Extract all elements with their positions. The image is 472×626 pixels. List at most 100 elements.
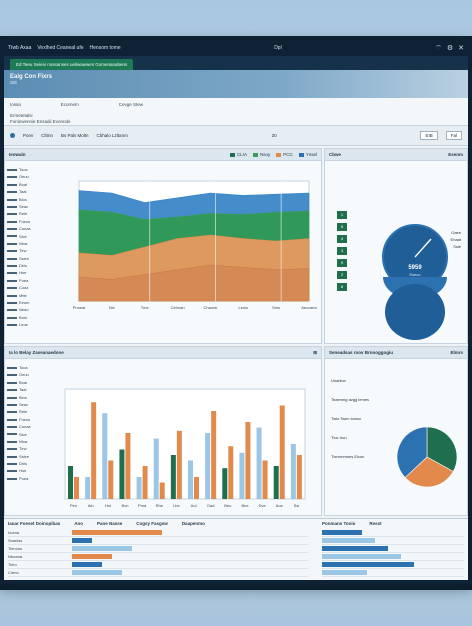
table-bar bbox=[322, 546, 388, 551]
filter-icon[interactable] bbox=[10, 133, 15, 138]
row-label[interactable]: Mtte bbox=[7, 293, 45, 300]
row-label[interactable]: Boai bbox=[7, 182, 45, 189]
row-label[interactable]: Fneos bbox=[7, 417, 45, 424]
table-row-right[interactable] bbox=[322, 553, 464, 561]
row-label[interactable]: Boai bbox=[7, 380, 45, 387]
subheader: Iossa Ecornem Cevge Stew Ermetetalsi Fon… bbox=[4, 98, 468, 126]
row-label[interactable]: Rele bbox=[7, 211, 45, 218]
pie-chart-panel: Seneadsas roov Brnooggogiu Elmrs Unarlio… bbox=[324, 346, 468, 516]
bar bbox=[68, 466, 73, 499]
filter-item[interactable]: Ponv bbox=[23, 133, 34, 138]
subhead-middle[interactable]: Ecornem bbox=[60, 102, 79, 107]
bar bbox=[159, 482, 165, 499]
panel-title: Cbwe bbox=[329, 152, 342, 157]
filter-item[interactable]: Cbhalo Lzltanm bbox=[96, 133, 128, 138]
row-label[interactable]: Taal bbox=[7, 387, 45, 394]
row-label[interactable]: Nhar bbox=[7, 439, 45, 446]
row-label[interactable]: Slce bbox=[7, 432, 45, 439]
row-label[interactable]: Seac bbox=[7, 204, 45, 211]
window-tab2-title[interactable]: Hensom tome bbox=[89, 45, 121, 51]
row-label[interactable]: Rele bbox=[7, 409, 45, 416]
table-row-right[interactable] bbox=[322, 545, 464, 553]
table-row[interactable]: Toiro bbox=[8, 561, 308, 569]
kpi-box[interactable]: 4 bbox=[337, 235, 347, 243]
row-label[interactable]: Hoe bbox=[7, 468, 45, 475]
gauge-unit: Eseco bbox=[409, 272, 421, 277]
settings-icon[interactable]: ⚙ bbox=[446, 44, 454, 52]
row-label[interactable]: Tlrw bbox=[7, 446, 45, 453]
filter-item[interactable]: Cltmn bbox=[41, 133, 54, 138]
subhead-right[interactable]: Cevge Stew bbox=[118, 102, 144, 107]
table-bar bbox=[72, 530, 162, 535]
area-series-3 bbox=[78, 264, 310, 302]
kpi-box[interactable]: 9 bbox=[337, 259, 347, 267]
bar bbox=[296, 455, 302, 499]
table-bar bbox=[322, 538, 375, 543]
row-label[interactable]: Puea bbox=[7, 278, 45, 285]
tab-strip: Ed Teeu Seieiv nossanses ueliwawwes Gome… bbox=[4, 56, 468, 70]
plot-area bbox=[64, 388, 306, 500]
row-label[interactable]: Dhis bbox=[7, 461, 45, 468]
row-label[interactable]: Leoe bbox=[7, 322, 45, 329]
area-chart: Pnoeal Nlv Tme Cehnan Chaonk Lesiu Sms Aeoosim bbox=[73, 180, 317, 310]
tab-active[interactable]: Ed Teeu Seieiv nossanses ueliwawwes Gome… bbox=[10, 59, 134, 70]
kpi-box[interactable]: 8 bbox=[337, 283, 347, 291]
close-icon[interactable]: ✕ bbox=[458, 44, 464, 52]
table-row[interactable]: Tienons bbox=[8, 545, 308, 553]
x-tick-label: Bne bbox=[241, 503, 249, 508]
bar bbox=[91, 402, 97, 499]
row-label[interactable]: Cunas bbox=[7, 424, 45, 431]
row-label[interactable]: Cunas bbox=[7, 226, 45, 233]
gauge-labels: Gaee Ehaat Ssie bbox=[451, 229, 461, 250]
filter-item[interactable]: Bs Pals Moltn bbox=[61, 133, 89, 138]
row-label[interactable]: Eeum bbox=[7, 300, 45, 307]
row-label[interactable]: Toca bbox=[7, 167, 45, 174]
row-label[interactable]: Slce bbox=[7, 234, 45, 241]
row-label[interactable]: Tlrw bbox=[7, 248, 45, 255]
row-label[interactable]: Puea bbox=[7, 476, 45, 483]
row-label[interactable]: Nhar bbox=[7, 241, 45, 248]
table-bar bbox=[72, 546, 132, 551]
row-label[interactable]: Hoe bbox=[7, 270, 45, 277]
table-row[interactable]: Snaniss bbox=[8, 537, 308, 545]
row-label[interactable]: Oeuu bbox=[7, 174, 45, 181]
filter-button[interactable]: Fal bbox=[445, 131, 462, 140]
taskbar bbox=[0, 584, 472, 590]
row-label[interactable]: Ssiee bbox=[7, 256, 45, 263]
row-label[interactable]: Neao bbox=[7, 307, 45, 314]
row-label[interactable]: Blos bbox=[7, 197, 45, 204]
pie-legend: Elmrs bbox=[450, 350, 463, 355]
row-label[interactable]: Blos bbox=[7, 395, 45, 402]
subhead-left[interactable]: Iossa bbox=[10, 102, 21, 107]
window-tab-title[interactable]: Vexlhed Ceaneal ufe bbox=[37, 45, 84, 51]
kpi-box[interactable]: 3 bbox=[337, 247, 347, 255]
row-label[interactable]: Taal bbox=[7, 189, 45, 196]
filter-bar: Ponv Cltmn Bs Pals Moltn Cbhalo Lzltanm … bbox=[4, 126, 468, 146]
filter-button[interactable]: EIB bbox=[420, 131, 438, 140]
row-label[interactable]: Oeuu bbox=[7, 372, 45, 379]
x-tick-label: Beo bbox=[224, 503, 232, 508]
table-row-right[interactable] bbox=[322, 529, 464, 537]
table-row[interactable]: Nboana bbox=[8, 553, 308, 561]
table-row-right[interactable] bbox=[322, 561, 464, 569]
table-bar bbox=[322, 554, 401, 559]
wifi-icon: ⌔ bbox=[435, 44, 442, 52]
table-row[interactable]: Cdmo bbox=[8, 569, 308, 577]
row-label[interactable]: Ssiee bbox=[7, 454, 45, 461]
kpi-box[interactable]: 1 bbox=[337, 211, 347, 219]
page-header: Eaig Con Fixrs SIE bbox=[4, 70, 468, 98]
row-label[interactable]: Coaz bbox=[7, 285, 45, 292]
table-row[interactable]: Iooma bbox=[8, 529, 308, 537]
row-label[interactable]: Dhis bbox=[7, 263, 45, 270]
row-label[interactable]: Toca bbox=[7, 365, 45, 372]
legend-item: PCC bbox=[276, 152, 293, 157]
table-row-right[interactable] bbox=[322, 569, 464, 577]
panel-expand-icon[interactable]: ⊞ bbox=[313, 349, 317, 355]
table-row-right[interactable] bbox=[322, 537, 464, 545]
row-label[interactable]: Boni bbox=[7, 315, 45, 322]
row-label[interactable]: Fneos bbox=[7, 219, 45, 226]
row-label[interactable]: Seac bbox=[7, 402, 45, 409]
kpi-box[interactable]: 2 bbox=[337, 271, 347, 279]
table-left: Iauar Foeset Doinopibas Ano Pane Nasse C… bbox=[8, 521, 308, 577]
kpi-box[interactable]: 8 bbox=[337, 223, 347, 231]
